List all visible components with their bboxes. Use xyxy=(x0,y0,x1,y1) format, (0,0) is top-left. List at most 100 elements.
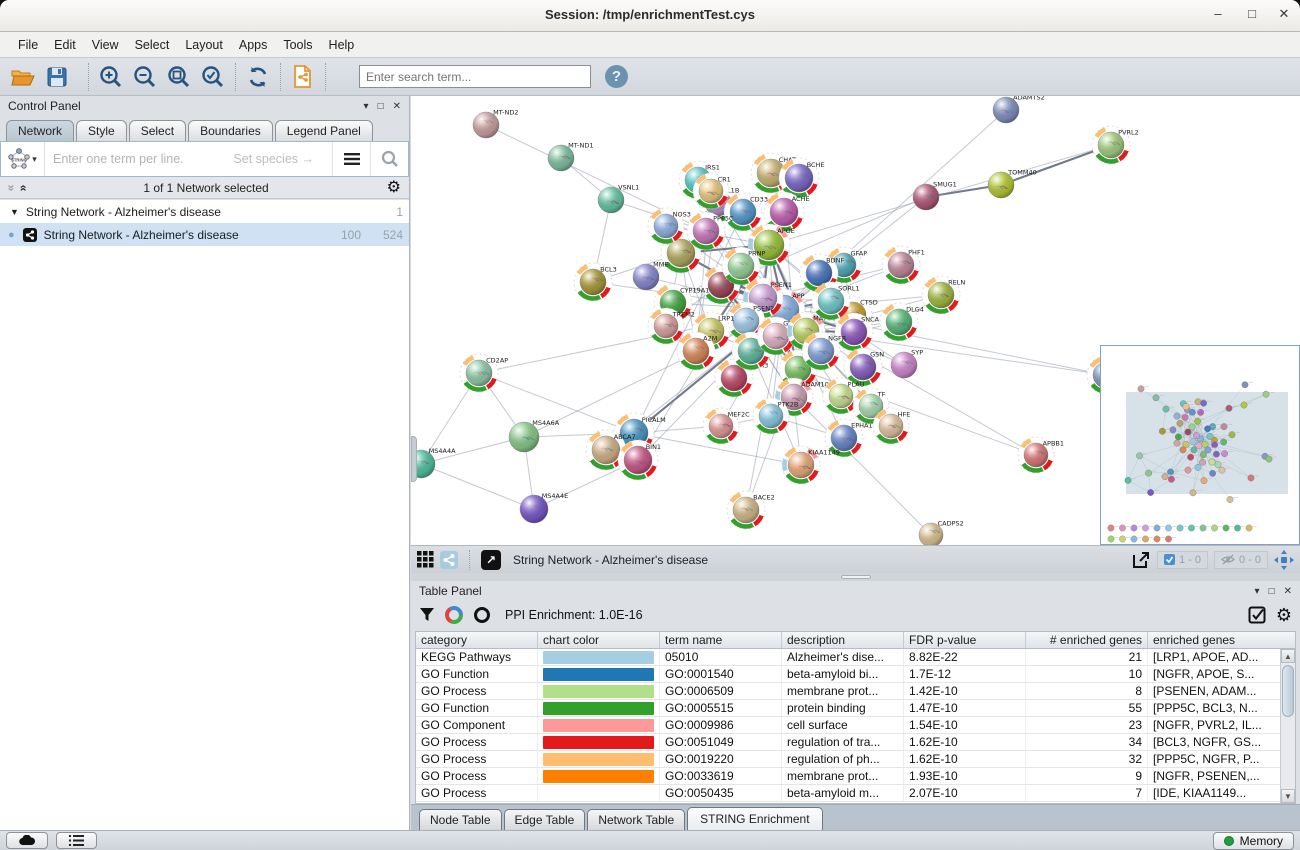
network-node-MS4A4A[interactable]: MS4A4A xyxy=(411,447,456,479)
string-options-button[interactable] xyxy=(332,142,370,176)
network-edge[interactable] xyxy=(1000,144,1112,186)
network-node-BIN1[interactable]: BIN1 xyxy=(617,439,661,481)
network-canvas[interactable]: MT-ND2 MT-ND1 VSNL1 IRS1 CHAT BCHE ACHE IL1B CD3… xyxy=(411,96,1300,545)
refresh-button[interactable] xyxy=(241,62,275,92)
menu-help[interactable]: Help xyxy=(328,37,355,52)
network-node-TOMM40[interactable]: TOMM40 xyxy=(987,169,1037,199)
network-node-MT-ND2[interactable]: MT-ND2 xyxy=(472,109,518,139)
enrichment-chart-icon[interactable] xyxy=(445,606,463,624)
grid-view-icon[interactable] xyxy=(417,551,434,568)
network-node-PVRL2[interactable]: PVRL2 xyxy=(1091,125,1139,165)
network-node-HFE[interactable]: HFE xyxy=(872,407,910,445)
zoom-in-button[interactable] xyxy=(94,62,128,92)
network-node-MEF2C[interactable]: MEF2C xyxy=(702,407,750,445)
network-node-BACE2[interactable]: BACE2 xyxy=(726,490,775,530)
network-node-NOS3[interactable]: NOS3 xyxy=(647,207,691,245)
network-node-MME[interactable]: MME xyxy=(632,261,668,291)
network-collection-row[interactable]: ▼ String Network - Alzheimer's disease 1 xyxy=(0,200,409,223)
network-node-DLG4[interactable]: DLG4 xyxy=(879,302,924,342)
network-node-BCL3[interactable]: BCL3 xyxy=(573,262,617,302)
table-vertical-scrollbar[interactable]: ▲ ▼ xyxy=(1280,649,1295,803)
panel-maximize-icon[interactable]: □ xyxy=(377,100,384,112)
network-node-EPHA1[interactable]: EPHA1 xyxy=(824,418,873,458)
panel-close-icon[interactable]: ✕ xyxy=(392,100,401,112)
string-query-input[interactable]: Enter one term per line. Set species → xyxy=(45,142,332,176)
close-button[interactable]: ✕ xyxy=(1278,6,1290,21)
panel-float-icon[interactable]: ▾ xyxy=(363,100,369,112)
zoom-out-button[interactable] xyxy=(128,62,162,92)
menu-view[interactable]: View xyxy=(91,37,119,52)
network-node-NGFR[interactable]: NGFR xyxy=(801,331,847,371)
column-header-term-name[interactable]: term name xyxy=(660,632,782,648)
network-node-IDE[interactable]: IDE xyxy=(731,331,771,371)
task-history-button[interactable] xyxy=(56,832,97,849)
table-row[interactable]: GO Process GO:0050435 beta-amyloid m... 2.0… xyxy=(416,785,1295,802)
select-columns-icon[interactable] xyxy=(1248,606,1266,624)
network-edge[interactable] xyxy=(633,211,744,434)
tab-edge-table[interactable]: Edge Table xyxy=(503,809,586,830)
network-node-VSNL1[interactable]: VSNL1 xyxy=(597,184,639,214)
help-button[interactable]: ? xyxy=(605,65,628,88)
network-graph[interactable]: MT-ND2 MT-ND1 VSNL1 IRS1 CHAT BCHE ACHE IL1B CD3… xyxy=(411,96,1300,545)
network-node-A2M[interactable]: A2M xyxy=(676,331,717,371)
column-header-chart-color[interactable]: chart color xyxy=(538,632,660,648)
pan-compass-icon[interactable] xyxy=(1274,549,1294,570)
network-node-SYP[interactable]: SYP xyxy=(890,349,923,379)
birds-eye-view[interactable] xyxy=(1100,345,1300,545)
panel-maximize-icon[interactable]: □ xyxy=(1268,585,1275,597)
network-edge[interactable] xyxy=(420,436,525,465)
scrollbar-thumb[interactable] xyxy=(1282,665,1294,717)
network-node-SMUG1[interactable]: SMUG1 xyxy=(912,181,957,211)
tab-select[interactable]: Select xyxy=(128,120,187,141)
menu-edit[interactable]: Edit xyxy=(54,37,76,52)
share-view-icon[interactable] xyxy=(440,550,458,569)
cloud-tasks-button[interactable] xyxy=(6,832,48,849)
network-row[interactable]: ● String Network - Alzheimer's disease 1… xyxy=(0,223,409,246)
string-search-button[interactable] xyxy=(370,142,408,176)
tab-network[interactable]: Network xyxy=(6,120,75,141)
table-row[interactable]: GO Function GO:0001540 beta-amyloid bi... 1… xyxy=(416,666,1295,683)
network-node-PHF1[interactable]: PHF1 xyxy=(881,245,925,285)
column-header--enriched-genes[interactable]: # enriched genes xyxy=(1026,632,1148,648)
enrichment-settings-gear-icon[interactable]: ⚙ xyxy=(1275,605,1292,625)
network-node-SORL1[interactable]: SORL1 xyxy=(811,281,860,321)
network-node-APBB1[interactable]: APBB1 xyxy=(1017,436,1064,474)
column-header-enriched-genes[interactable]: enriched genes xyxy=(1153,633,1236,647)
network-node-MS4A6A[interactable]: MS4A6A xyxy=(508,419,560,453)
network-node-TREM2[interactable]: TREM2 xyxy=(647,307,695,345)
network-node-PTK2B[interactable]: PTK2B xyxy=(752,397,798,435)
network-node-MS4A4E[interactable]: MS4A4E xyxy=(519,492,568,524)
network-node-BDNF[interactable]: BDNF xyxy=(799,253,844,293)
horizontal-splitter[interactable] xyxy=(411,573,1300,581)
minimize-button[interactable]: – xyxy=(1214,6,1222,21)
menu-apps[interactable]: Apps xyxy=(238,37,268,52)
filter-icon[interactable] xyxy=(419,607,435,623)
network-node-CR1[interactable]: CR1 xyxy=(692,172,731,210)
tab-boundaries[interactable]: Boundaries xyxy=(188,120,273,141)
table-row[interactable]: GO Function GO:0005515 protein binding 1.47… xyxy=(416,700,1295,717)
network-edge[interactable] xyxy=(420,463,535,510)
tab-node-table[interactable]: Node Table xyxy=(419,809,502,830)
network-options-gear-icon[interactable]: ⚙ xyxy=(386,178,401,196)
network-node-KIAA1149[interactable]: KIAA1149 xyxy=(781,445,840,485)
network-node-CADPS2[interactable]: CADPS2 xyxy=(918,519,964,545)
network-node-GSN[interactable]: GSN xyxy=(843,347,884,387)
species-hint[interactable]: Set species → xyxy=(233,152,314,166)
zoom-fit-button[interactable] xyxy=(162,62,196,92)
network-node-PSEN2[interactable]: PSEN2 xyxy=(726,301,774,341)
zoom-selected-button[interactable] xyxy=(196,62,230,92)
network-node-PPP5C[interactable]: PPP5C xyxy=(686,211,734,251)
scroll-down-button[interactable]: ▼ xyxy=(1281,789,1295,803)
table-row[interactable]: KEGG Pathways 05010 Alzheimer's dise... 8.8… xyxy=(416,649,1295,666)
tab-legend-panel[interactable]: Legend Panel xyxy=(274,120,373,141)
maximize-button[interactable]: □ xyxy=(1248,6,1256,21)
column-header-description[interactable]: description xyxy=(782,632,904,648)
column-header-category[interactable]: category xyxy=(416,632,538,648)
tab-string-enrichment[interactable]: STRING Enrichment xyxy=(687,807,823,830)
network-node-SNCA[interactable]: SNCA xyxy=(834,312,880,352)
collapse-caret-icon[interactable]: ▼ xyxy=(10,206,19,217)
network-node-MT-ND1[interactable]: MT-ND1 xyxy=(547,142,593,172)
export-network-icon[interactable] xyxy=(1131,550,1151,570)
search-input[interactable] xyxy=(359,65,591,88)
panel-close-icon[interactable]: ✕ xyxy=(1283,585,1292,597)
